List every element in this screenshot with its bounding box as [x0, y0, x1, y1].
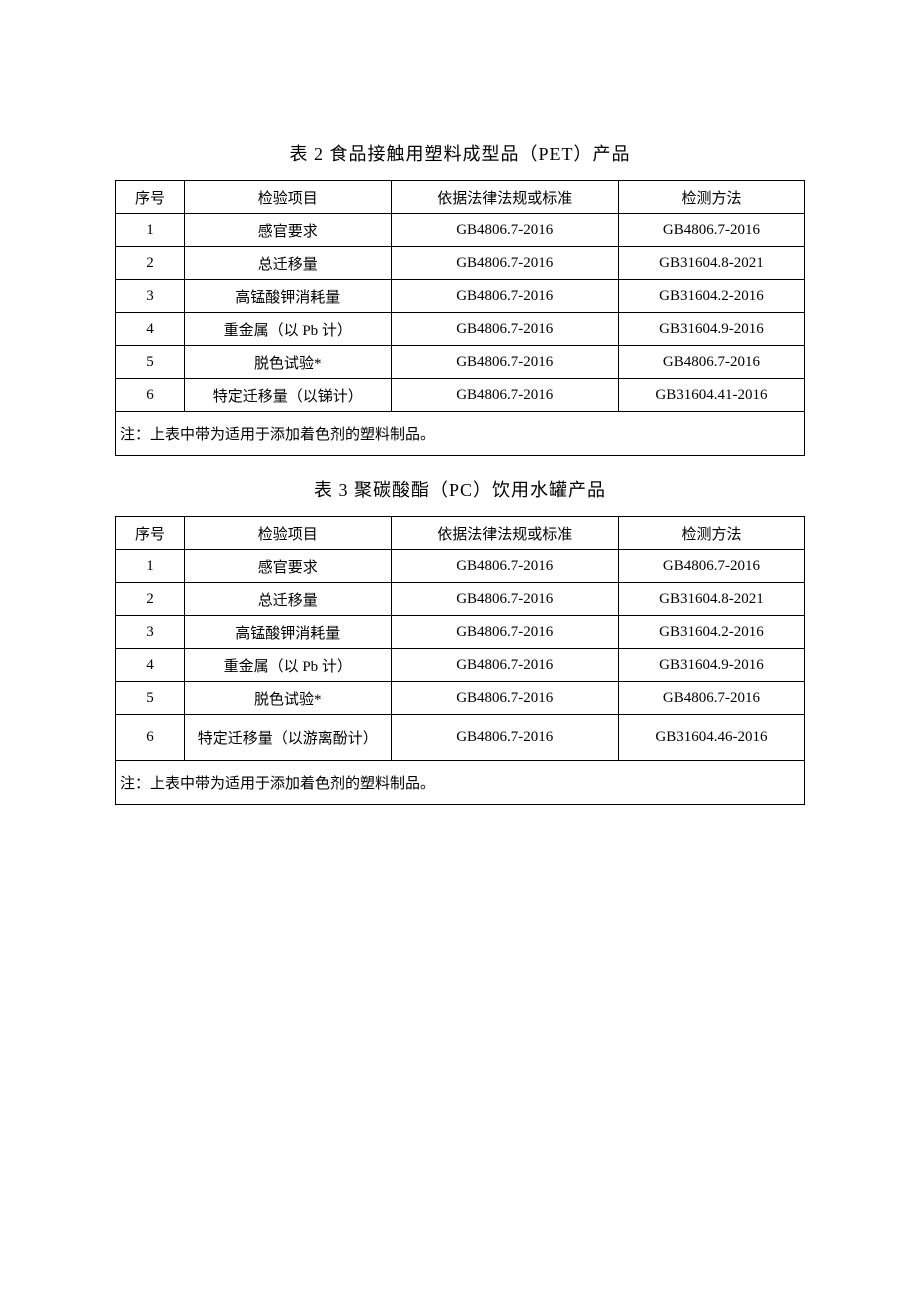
table-row: 3 高锰酸钾消耗量 GB4806.7-2016 GB31604.2-2016: [116, 616, 805, 649]
table-header-row: 序号 检验项目 依据法律法规或标准 检测方法: [116, 181, 805, 214]
cell-item: 脱色试验*: [184, 682, 391, 715]
table-row: 3 高锰酸钾消耗量 GB4806.7-2016 GB31604.2-2016: [116, 280, 805, 313]
cell-index: 4: [116, 313, 185, 346]
table-3-title: 表 3 聚碳酸酯（PC）饮用水罐产品: [115, 476, 805, 502]
col-header-method: 检测方法: [618, 517, 804, 550]
table-note-row: 注：上表中带为适用于添加着色剂的塑料制品。: [116, 412, 805, 456]
col-header-item: 检验项目: [184, 517, 391, 550]
cell-item: 特定迁移量（以游离酚计）: [184, 715, 391, 761]
cell-basis: GB4806.7-2016: [391, 715, 618, 761]
table-row: 4 重金属（以 Pb 计） GB4806.7-2016 GB31604.9-20…: [116, 649, 805, 682]
cell-basis: GB4806.7-2016: [391, 616, 618, 649]
cell-index: 6: [116, 715, 185, 761]
cell-method: GB31604.41-2016: [618, 379, 804, 412]
cell-method: GB4806.7-2016: [618, 346, 804, 379]
table-3: 序号 检验项目 依据法律法规或标准 检测方法 1 感官要求 GB4806.7-2…: [115, 516, 805, 805]
cell-method: GB31604.2-2016: [618, 616, 804, 649]
table-note-row: 注：上表中带为适用于添加着色剂的塑料制品。: [116, 761, 805, 805]
cell-basis: GB4806.7-2016: [391, 214, 618, 247]
cell-item: 感官要求: [184, 550, 391, 583]
cell-basis: GB4806.7-2016: [391, 313, 618, 346]
table-2-title: 表 2 食品接触用塑料成型品（PET）产品: [115, 140, 805, 166]
cell-basis: GB4806.7-2016: [391, 379, 618, 412]
cell-index: 2: [116, 247, 185, 280]
cell-method: GB31604.9-2016: [618, 313, 804, 346]
cell-basis: GB4806.7-2016: [391, 346, 618, 379]
table-row: 2 总迁移量 GB4806.7-2016 GB31604.8-2021: [116, 583, 805, 616]
table-row: 5 脱色试验* GB4806.7-2016 GB4806.7-2016: [116, 682, 805, 715]
table-row: 6 特定迁移量（以锑计） GB4806.7-2016 GB31604.41-20…: [116, 379, 805, 412]
cell-item: 脱色试验*: [184, 346, 391, 379]
cell-index: 3: [116, 616, 185, 649]
cell-item: 感官要求: [184, 214, 391, 247]
cell-index: 1: [116, 214, 185, 247]
cell-index: 5: [116, 346, 185, 379]
cell-item: 高锰酸钾消耗量: [184, 280, 391, 313]
table-row: 6 特定迁移量（以游离酚计） GB4806.7-2016 GB31604.46-…: [116, 715, 805, 761]
cell-basis: GB4806.7-2016: [391, 682, 618, 715]
cell-index: 4: [116, 649, 185, 682]
cell-basis: GB4806.7-2016: [391, 280, 618, 313]
table-note: 注：上表中带为适用于添加着色剂的塑料制品。: [116, 412, 805, 456]
cell-index: 3: [116, 280, 185, 313]
cell-index: 1: [116, 550, 185, 583]
cell-basis: GB4806.7-2016: [391, 583, 618, 616]
cell-basis: GB4806.7-2016: [391, 649, 618, 682]
col-header-basis: 依据法律法规或标准: [391, 181, 618, 214]
cell-item: 特定迁移量（以锑计）: [184, 379, 391, 412]
table-header-row: 序号 检验项目 依据法律法规或标准 检测方法: [116, 517, 805, 550]
table-2: 序号 检验项目 依据法律法规或标准 检测方法 1 感官要求 GB4806.7-2…: [115, 180, 805, 456]
table-row: 5 脱色试验* GB4806.7-2016 GB4806.7-2016: [116, 346, 805, 379]
cell-method: GB4806.7-2016: [618, 214, 804, 247]
cell-basis: GB4806.7-2016: [391, 247, 618, 280]
col-header-index: 序号: [116, 181, 185, 214]
table-row: 2 总迁移量 GB4806.7-2016 GB31604.8-2021: [116, 247, 805, 280]
cell-item: 重金属（以 Pb 计）: [184, 313, 391, 346]
table-note: 注：上表中带为适用于添加着色剂的塑料制品。: [116, 761, 805, 805]
cell-method: GB31604.9-2016: [618, 649, 804, 682]
cell-method: GB31604.46-2016: [618, 715, 804, 761]
cell-index: 2: [116, 583, 185, 616]
cell-item: 总迁移量: [184, 247, 391, 280]
table-row: 1 感官要求 GB4806.7-2016 GB4806.7-2016: [116, 550, 805, 583]
col-header-method: 检测方法: [618, 181, 804, 214]
col-header-item: 检验项目: [184, 181, 391, 214]
cell-index: 6: [116, 379, 185, 412]
col-header-index: 序号: [116, 517, 185, 550]
cell-index: 5: [116, 682, 185, 715]
table-row: 4 重金属（以 Pb 计） GB4806.7-2016 GB31604.9-20…: [116, 313, 805, 346]
cell-basis: GB4806.7-2016: [391, 550, 618, 583]
col-header-basis: 依据法律法规或标准: [391, 517, 618, 550]
cell-method: GB4806.7-2016: [618, 550, 804, 583]
cell-method: GB31604.8-2021: [618, 583, 804, 616]
cell-item: 总迁移量: [184, 583, 391, 616]
cell-method: GB31604.8-2021: [618, 247, 804, 280]
cell-item: 高锰酸钾消耗量: [184, 616, 391, 649]
cell-method: GB31604.2-2016: [618, 280, 804, 313]
table-row: 1 感官要求 GB4806.7-2016 GB4806.7-2016: [116, 214, 805, 247]
cell-method: GB4806.7-2016: [618, 682, 804, 715]
cell-item: 重金属（以 Pb 计）: [184, 649, 391, 682]
